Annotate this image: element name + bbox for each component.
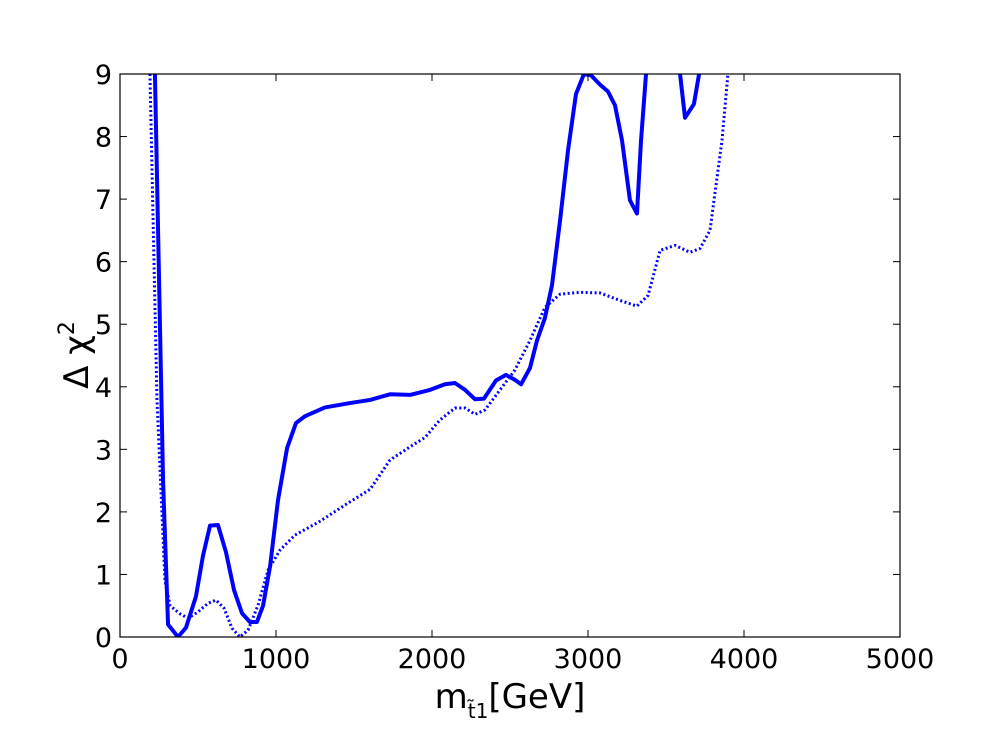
y-tick-label: 3 (95, 435, 112, 466)
y-tick-label: 9 (95, 60, 112, 91)
y-tick-label: 6 (95, 248, 112, 279)
series-line (148, 74, 730, 637)
y-label-main: Δ χ (57, 335, 97, 389)
y-label-superscript: 2 (55, 321, 80, 335)
y-tick-label: 0 (95, 623, 112, 654)
x-tick-label: 4000 (710, 644, 779, 675)
y-axis-label: Δ χ2 (55, 321, 97, 389)
y-tick-label: 2 (95, 498, 112, 529)
lines (148, 74, 730, 637)
y-tick-label: 4 (95, 373, 112, 404)
y-tick-label: 8 (95, 123, 112, 154)
y-tick-label: 7 (95, 185, 112, 216)
x-tick-label: 2000 (398, 644, 467, 675)
x-axis-label: mt̃1[GeV] (435, 677, 586, 723)
x-label-subscript: t̃1 (466, 699, 488, 723)
x-tick-label: 5000 (866, 644, 935, 675)
x-label-main: m (435, 677, 468, 717)
series-line (152, 74, 702, 637)
ticks: 0 1000 2000 3000 4000 5000 0 1 2 3 4 5 6 7 8 9 (95, 60, 935, 675)
axes-frame (119, 73, 901, 638)
y-tick-label: 1 (95, 560, 112, 591)
x-label-suffix: [GeV] (488, 677, 585, 717)
x-tick-label: 1000 (242, 644, 311, 675)
y-tick-label: 5 (95, 310, 112, 341)
plot-area (120, 74, 900, 637)
x-tick-label: 0 (111, 644, 128, 675)
x-tick-label: 3000 (554, 644, 623, 675)
